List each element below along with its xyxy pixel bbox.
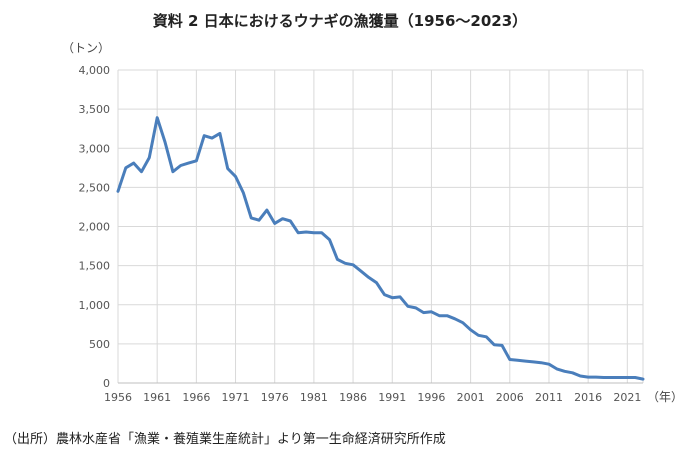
x-tick-label: 1986 [339,391,367,404]
chart-source-note: （出所）農林水産省「漁業・養殖業生産統計」より第一生命経済研究所作成 [4,432,446,447]
x-unit-label: （年） [647,390,680,404]
x-tick-label: 1971 [222,391,250,404]
y-tick-label: 2,500 [79,181,111,194]
x-tick-label: 1966 [182,391,210,404]
series-layer [116,116,645,381]
x-tick-label: 1961 [143,391,171,404]
x-tick-label: 1996 [417,391,445,404]
x-tick-label: 1976 [261,391,289,404]
x-tick-label: 2011 [535,391,563,404]
x-tick-label: 1981 [300,391,328,404]
x-tick-label: 2006 [496,391,524,404]
y-tick-label: 3,500 [79,103,111,116]
y-tick-label: 1,000 [79,299,111,312]
chart-title: 資料 2 日本におけるウナギの漁獲量（1956～2023） [152,12,528,30]
series-line [116,116,645,381]
x-tick-label: 1991 [378,391,406,404]
y-tick-label: 1,500 [79,260,111,273]
y-tick-label: 4,000 [79,64,111,77]
y-tick-label: 0 [103,377,110,390]
x-tick-label: 2001 [457,391,485,404]
y-tick-label: 2,000 [79,221,111,234]
y-tick-label: 500 [89,338,110,351]
y-tick-label: 3,000 [79,142,111,155]
x-tick-label: 2021 [613,391,641,404]
grid [117,69,644,384]
y-unit-label: （トン） [62,41,110,55]
x-tick-label: 2016 [574,391,602,404]
tick-labels: 0 500 1,000 1,500 2,000 2,500 3,000 3,500 4,000 1… [62,41,680,404]
x-tick-label: 1956 [104,391,132,404]
